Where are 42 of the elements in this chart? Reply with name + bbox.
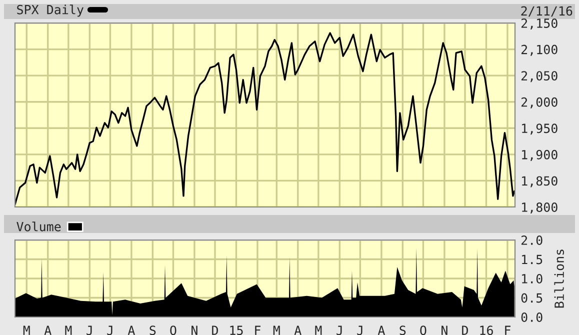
- x-tick-label: M: [315, 326, 322, 335]
- x-tick-label: D: [212, 326, 218, 335]
- y-tick-label: 2,050: [521, 71, 558, 82]
- y-axis-title: Billions: [554, 250, 564, 308]
- y-tick-label: 1,950: [522, 124, 558, 135]
- legend-label: SPX Daily: [17, 4, 84, 17]
- x-tick-label: F: [505, 326, 510, 335]
- y-tick-label: 1,800: [522, 202, 558, 214]
- x-tick-label: 16: [480, 326, 493, 335]
- x-tick-label: O: [170, 326, 176, 335]
- x-tick-label: A: [294, 326, 302, 335]
- x-tick-label: D: [462, 326, 468, 335]
- x-tick-label: M: [273, 326, 280, 335]
- x-tick-label: A: [378, 326, 385, 335]
- x-tick-label: 15: [230, 326, 243, 335]
- x-tick-label: S: [150, 326, 156, 335]
- x-tick-label: A: [128, 326, 135, 335]
- x-tick-label: J: [357, 326, 362, 335]
- x-tick-label: N: [192, 326, 198, 335]
- line-series: [15, 32, 515, 206]
- x-tick-label: J: [336, 326, 342, 335]
- y-tick-label: 1.0: [522, 274, 542, 284]
- legend-label: Volume: [16, 222, 61, 232]
- x-tick-label: N: [442, 326, 448, 335]
- x-tick-label: A: [44, 326, 52, 335]
- y-tick-label: 2.0: [521, 236, 542, 245]
- x-tick-label: M: [65, 326, 72, 335]
- y-tick-label: 1,850: [522, 176, 558, 188]
- y-tick-label: 2,150: [521, 18, 558, 30]
- x-tick-label: J: [107, 326, 112, 335]
- x-tick-label: S: [400, 326, 406, 335]
- x-tick-label: M: [23, 326, 30, 335]
- y-tick-label: 0.0: [521, 312, 542, 322]
- x-tick-label: O: [420, 326, 426, 335]
- y-tick-label: 1,900: [522, 150, 558, 161]
- text: 2/11/16: [521, 6, 572, 17]
- y-tick-label: 2,100: [521, 44, 558, 56]
- y-tick-label: 1.5: [522, 254, 542, 264]
- y-tick-label: 2,000: [521, 97, 558, 108]
- x-tick-label: J: [86, 326, 92, 335]
- x-tick-label: F: [255, 326, 260, 335]
- y-tick-label: 0.5: [521, 293, 542, 303]
